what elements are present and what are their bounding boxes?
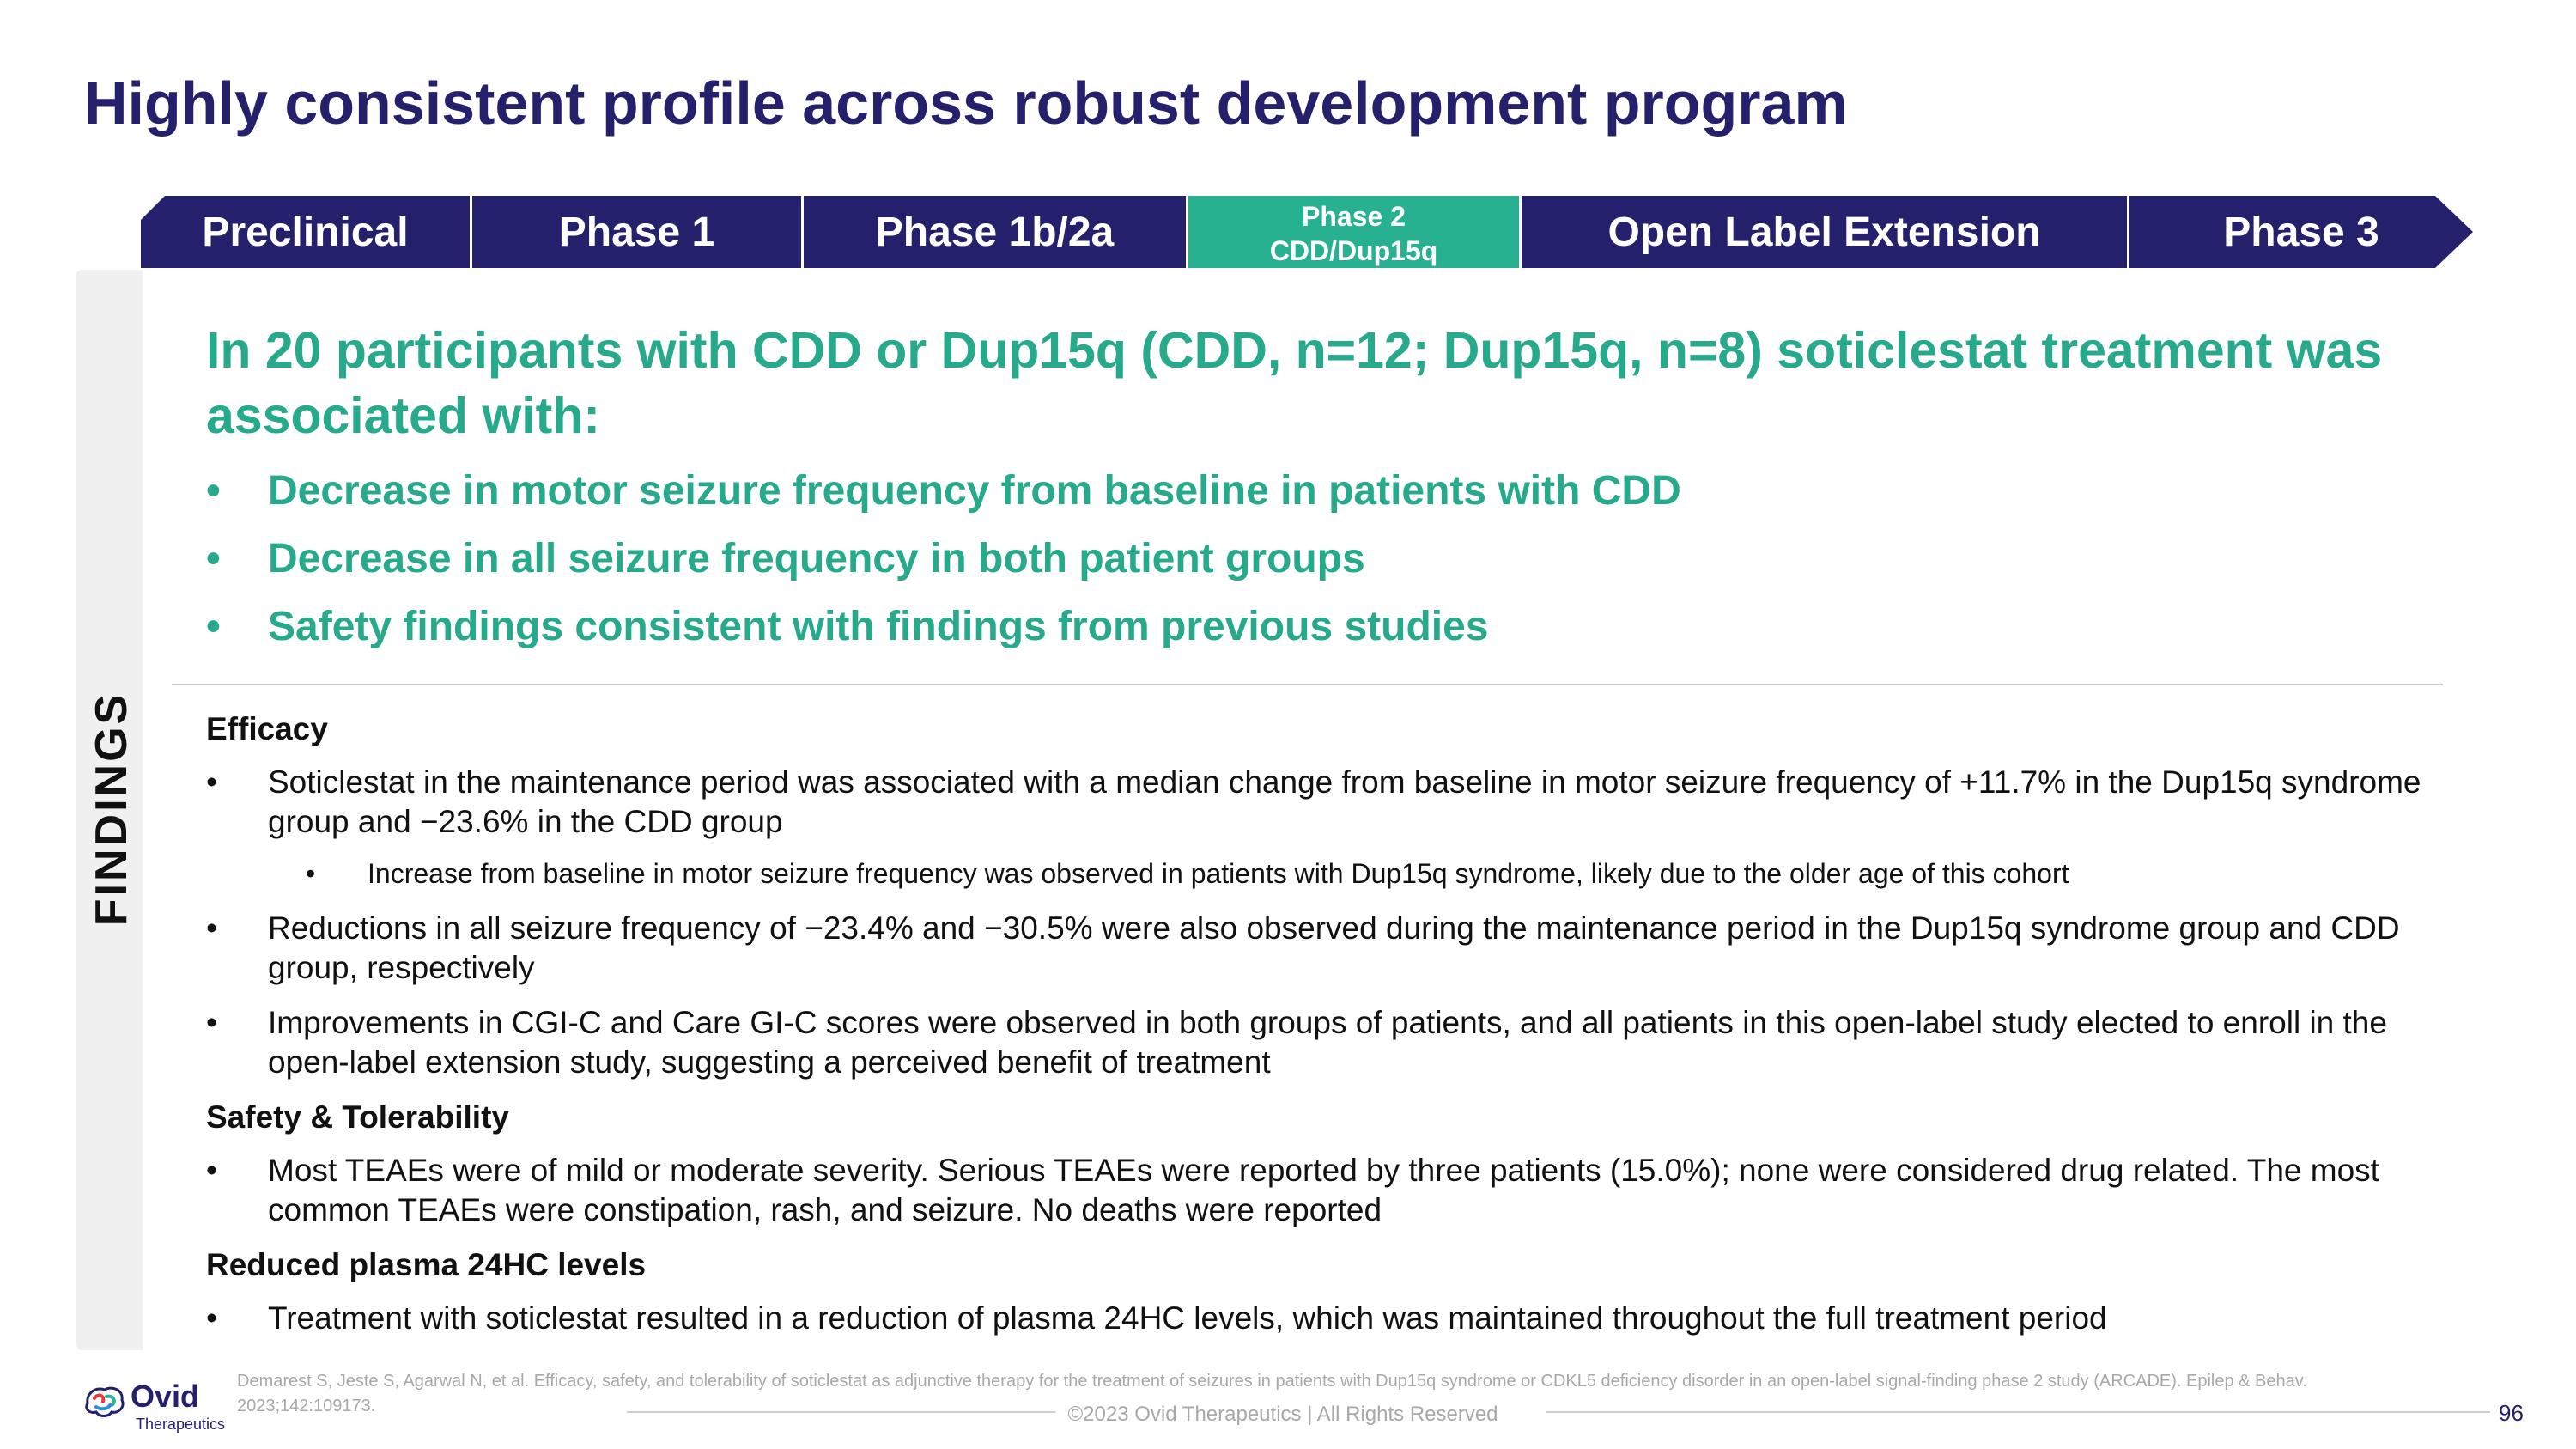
phase-1b-2a: Phase 1b/2a bbox=[804, 196, 1188, 268]
safety-heading: Safety & Tolerability bbox=[206, 1099, 509, 1135]
phase-2-cdd-dup15q: Phase 2 CDD/Dup15q bbox=[1188, 196, 1522, 268]
phase-2-label-line2: CDD/Dup15q bbox=[1269, 235, 1438, 266]
efficacy-bullet: Improvements in CGI-C and Care GI-C scor… bbox=[206, 1003, 2456, 1082]
detail-findings: Efficacy Soticlestat in the maintenance … bbox=[206, 709, 2456, 1354]
efficacy-sub-bullet: Increase from baseline in motor seizure … bbox=[206, 854, 2456, 893]
findings-side-label: FINDINGS bbox=[87, 691, 137, 927]
phase-timeline: Preclinical Phase 1 Phase 1b/2a Phase 2 … bbox=[141, 196, 2473, 268]
logo-wordmark: Ovid bbox=[131, 1379, 200, 1414]
phase-3: Phase 3 bbox=[2129, 196, 2473, 268]
key-findings-section: In 20 participants with CDD or Dup15q (C… bbox=[206, 318, 2447, 669]
phase-2-label-line1: Phase 2 bbox=[1302, 201, 1406, 232]
slide-title: Highly consistent profile across robust … bbox=[84, 70, 1848, 137]
logo-subtext: Therapeutics bbox=[136, 1416, 226, 1433]
key-finding-item: Decrease in all seizure frequency in bot… bbox=[206, 533, 2447, 585]
efficacy-bullet: Reductions in all seizure frequency of −… bbox=[206, 909, 2456, 988]
phase-1: Phase 1 bbox=[472, 196, 804, 268]
key-finding-item: Safety findings consistent with findings… bbox=[206, 601, 2447, 653]
findings-side-panel bbox=[76, 270, 143, 1350]
findings-headline: In 20 participants with CDD or Dup15q (C… bbox=[206, 322, 2383, 444]
footer-reference: Demarest S, Jeste S, Agarwal N, et al. E… bbox=[237, 1372, 2307, 1416]
page-number: 96 bbox=[2499, 1400, 2524, 1426]
efficacy-bullet: Soticlestat in the maintenance period wa… bbox=[206, 763, 2456, 842]
copyright-text: ©2023 Ovid Therapeutics | All Rights Res… bbox=[1055, 1403, 1510, 1427]
phase-open-label-extension: Open Label Extension bbox=[1522, 196, 2129, 268]
key-findings-list: Decrease in motor seizure frequency from… bbox=[206, 466, 2447, 653]
company-logo: Ovid Therapeutics bbox=[82, 1379, 228, 1436]
plasma-bullet: Treatment with soticlestat resulted in a… bbox=[206, 1299, 2456, 1338]
phase-preclinical: Preclinical bbox=[141, 196, 472, 268]
plasma-heading: Reduced plasma 24HC levels bbox=[206, 1247, 647, 1282]
safety-bullet: Most TEAEs were of mild or moderate seve… bbox=[206, 1151, 2456, 1230]
ovid-brain-logo-icon bbox=[85, 1386, 125, 1417]
key-finding-item: Decrease in motor seizure frequency from… bbox=[206, 466, 2447, 517]
footer-rule-left bbox=[627, 1411, 1056, 1413]
section-divider bbox=[172, 684, 2443, 685]
footer-rule-right bbox=[1546, 1411, 2490, 1413]
efficacy-heading: Efficacy bbox=[206, 711, 328, 746]
